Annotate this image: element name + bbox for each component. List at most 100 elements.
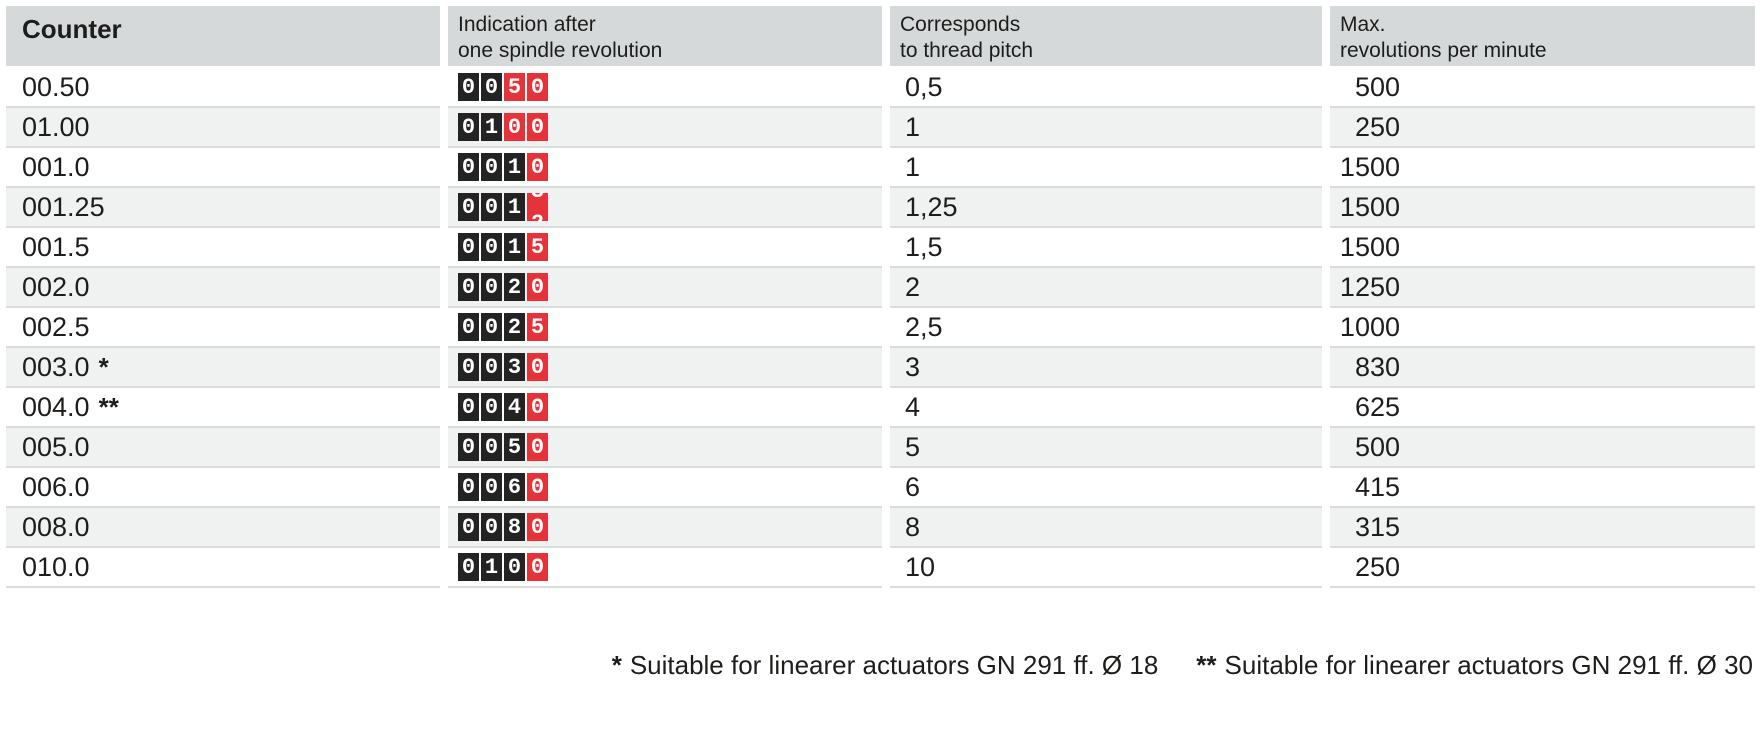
- rpm-value: 500: [1354, 71, 1400, 102]
- counter-cell: 008.0: [6, 508, 440, 548]
- counter-value: 004.0: [22, 391, 90, 422]
- counter-digit-transitioning: 32: [527, 193, 548, 221]
- pitch-value: 1,5: [905, 231, 943, 262]
- rpm-value: 500: [1354, 431, 1400, 462]
- counter-digit-wheels: 00132: [458, 193, 548, 221]
- counter-digit: 5: [527, 313, 548, 341]
- counter-digit: 0: [527, 113, 548, 141]
- counter-digit: 0: [458, 553, 479, 581]
- counter-digit: 5: [504, 433, 525, 461]
- counter-digit: 0: [481, 193, 502, 221]
- counter-value: 001.0: [22, 151, 90, 182]
- rpm-cell: 1000: [1330, 308, 1755, 348]
- rpm-value: 1500: [1339, 151, 1400, 182]
- counter-digit: 0: [481, 393, 502, 421]
- counter-cell: 005.0: [6, 428, 440, 468]
- footnote-marker: *: [98, 351, 109, 382]
- pitch-value: 1: [905, 111, 921, 142]
- pitch-value: 2: [905, 271, 921, 302]
- rpm-value: 250: [1354, 551, 1400, 582]
- counter-digit: 0: [481, 153, 502, 181]
- rpm-cell: 625: [1330, 388, 1755, 428]
- pitch-cell: 1: [890, 148, 1322, 188]
- rpm-value: 415: [1354, 471, 1400, 502]
- rpm-cell: 315: [1330, 508, 1755, 548]
- counter-digit: 5: [504, 73, 525, 101]
- counter-digit: 0: [481, 353, 502, 381]
- counter-value: 001.5: [22, 231, 90, 262]
- counter-value: 002.5: [22, 311, 90, 342]
- footnote: * Suitable for linearer actuators GN 291 …: [612, 650, 1159, 681]
- counter-digit: 0: [481, 313, 502, 341]
- counter-digit: 0: [527, 73, 548, 101]
- counter-cell: 002.5: [6, 308, 440, 348]
- rpm-cell: 250: [1330, 548, 1755, 588]
- counter-digit: 0: [458, 113, 479, 141]
- counter-cell: 01.00: [6, 108, 440, 148]
- counter-digit: 0: [504, 113, 525, 141]
- counter-cell: 001.0: [6, 148, 440, 188]
- pitch-value: 5: [905, 431, 921, 462]
- header-rpm-line1: Max.: [1340, 13, 1386, 36]
- counter-value: 008.0: [22, 511, 90, 542]
- pitch-value: 2,5: [905, 311, 943, 342]
- pitch-cell: 1: [890, 108, 1322, 148]
- counter-digit: 0: [481, 433, 502, 461]
- counter-cell: 006.0: [6, 468, 440, 508]
- footnote-marker: *: [611, 650, 622, 680]
- counter-digit: 2: [504, 313, 525, 341]
- counter-digit: 1: [481, 113, 502, 141]
- counter-digit: 0: [458, 193, 479, 221]
- header-indication-line2: one spindle revolution: [458, 39, 663, 62]
- rpm-cell: 1500: [1330, 148, 1755, 188]
- pitch-cell: 4: [890, 388, 1322, 428]
- pitch-value: 8: [905, 511, 921, 542]
- footnote: ** Suitable for linearer actuators GN 291…: [1196, 650, 1753, 681]
- counter-digit: 0: [527, 513, 548, 541]
- pitch-value: 3: [905, 351, 921, 382]
- rpm-value: 830: [1354, 351, 1400, 382]
- counter-digit: 0: [458, 513, 479, 541]
- rpm-value: 1500: [1339, 231, 1400, 262]
- counter-value: 002.0: [22, 271, 90, 302]
- counter-digit: 0: [458, 393, 479, 421]
- counter-digit: 1: [504, 233, 525, 261]
- pitch-cell: 2,5: [890, 308, 1322, 348]
- counter-value: 005.0: [22, 431, 90, 462]
- pitch-value: 10: [905, 551, 936, 582]
- counter-value: 00.50: [22, 71, 90, 102]
- counter-digit: 0: [458, 153, 479, 181]
- counter-cell: 001.25: [6, 188, 440, 228]
- rpm-cell: 1250: [1330, 268, 1755, 308]
- pitch-value: 1,25: [905, 191, 958, 222]
- header-cell-thread-pitch: Corresponds to thread pitch: [890, 6, 1322, 66]
- rpm-value: 1000: [1339, 311, 1400, 342]
- footnote-text: Suitable for linearer actuators GN 291 f…: [629, 650, 1159, 680]
- rpm-value: 1500: [1339, 191, 1400, 222]
- header-indication-line1: Indication after: [458, 13, 596, 36]
- pitch-value: 4: [905, 391, 921, 422]
- footnote-marker: **: [98, 391, 119, 422]
- counter-value: 001.25: [22, 191, 105, 222]
- pitch-value: 0,5: [905, 71, 943, 102]
- counter-digit: 0: [527, 553, 548, 581]
- counter-digit: 0: [458, 433, 479, 461]
- pitch-cell: 8: [890, 508, 1322, 548]
- rpm-cell: 415: [1330, 468, 1755, 508]
- counter-digit: 1: [504, 153, 525, 181]
- counter-cell: 00.50: [6, 68, 440, 108]
